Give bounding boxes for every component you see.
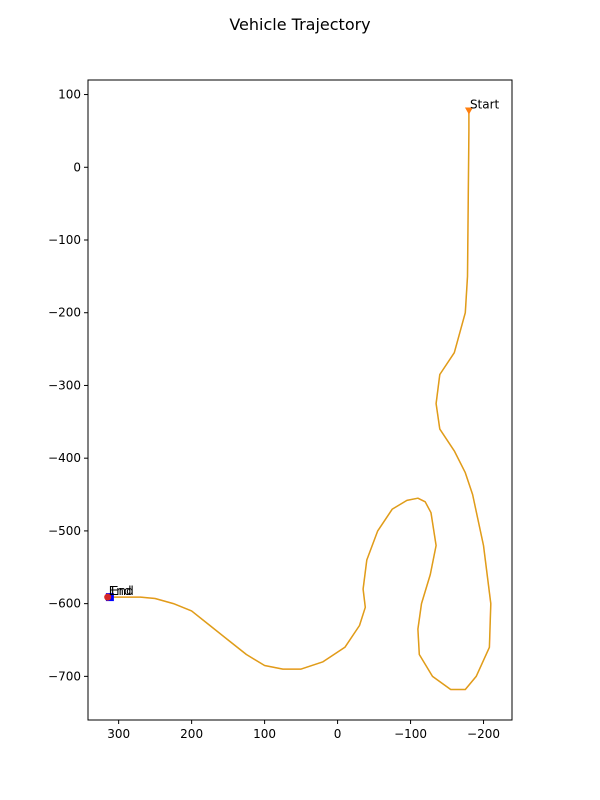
annotation-label-1: End — [109, 584, 132, 598]
trajectory-line-1 — [111, 110, 492, 690]
trajectory-line-0 — [110, 109, 492, 691]
x-tick-label-5: −200 — [467, 727, 500, 741]
x-tick-label-3: 0 — [334, 727, 342, 741]
y-tick-label-3: −200 — [48, 306, 81, 320]
axis-ticks: 300 200 100 0 −100 −200 100 0 −100 −200 −300 −400 −5… — [48, 88, 500, 741]
x-tick-label-0: 300 — [107, 727, 130, 741]
x-tick-label-2: 100 — [253, 727, 276, 741]
annotation-label-0: Start — [470, 98, 500, 112]
plot-area — [104, 107, 492, 691]
annotation-label-2: End — [111, 584, 134, 598]
y-tick-label-0: 100 — [58, 88, 81, 102]
y-tick-label-7: −600 — [48, 597, 81, 611]
y-tick-label-5: −400 — [48, 451, 81, 465]
x-tick-label-4: −100 — [394, 727, 427, 741]
marker-triangle-down-0 — [464, 107, 473, 115]
marker-circle-2 — [104, 593, 112, 601]
x-tick-label-1: 200 — [180, 727, 203, 741]
chart-title: Vehicle Trajectory — [229, 15, 370, 34]
y-tick-label-1: 0 — [73, 160, 81, 174]
y-tick-label-6: −500 — [48, 524, 81, 538]
y-tick-label-8: −700 — [48, 669, 81, 683]
axes-frame — [87, 79, 513, 721]
y-tick-label-2: −100 — [48, 233, 81, 247]
y-tick-label-4: −300 — [48, 378, 81, 392]
